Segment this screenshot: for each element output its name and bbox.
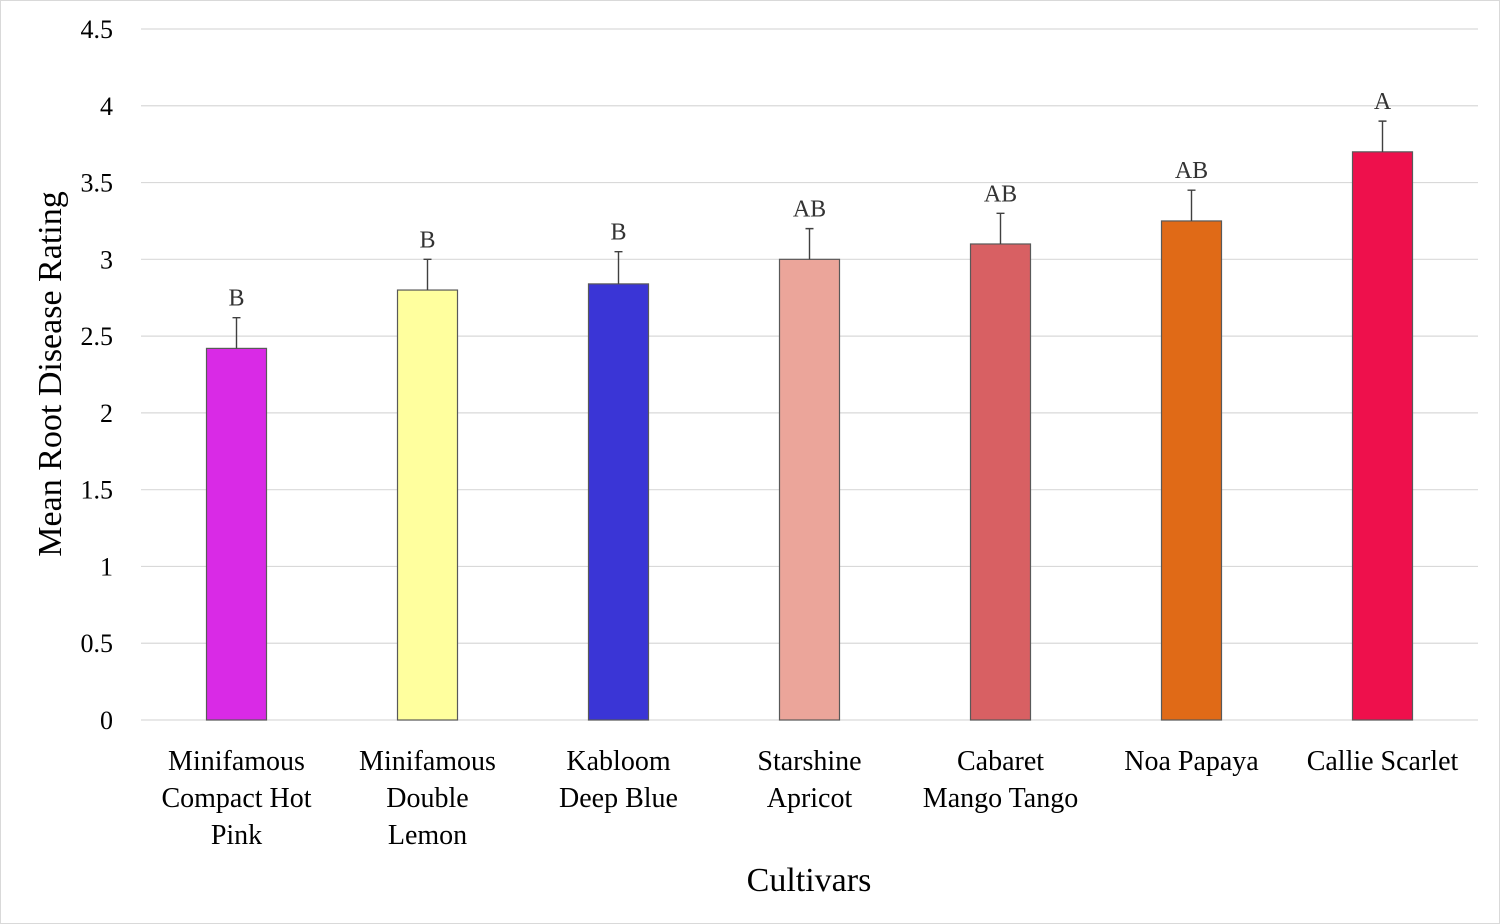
y-tick-label: 3: [100, 245, 113, 274]
y-tick-label: 0.5: [81, 629, 114, 658]
error-bar: [805, 227, 814, 260]
error-bar: [1187, 189, 1196, 221]
significance-letter: B: [610, 220, 626, 246]
x-tick-label-line: Deep Blue: [559, 783, 678, 814]
bar: [778, 258, 841, 721]
x-axis-categories: Minifamous Compact Hot Pink Minifamous Doubl…: [161, 746, 1458, 851]
x-tick-label-line: Minifamous: [359, 746, 496, 777]
significance-letter: B: [228, 286, 244, 312]
x-tick-label-line: Starshine: [757, 746, 861, 777]
x-tick-label: Minifamous Double Lemon: [359, 746, 496, 851]
error-bar: [232, 316, 241, 349]
y-tick-label: 4.5: [81, 15, 114, 44]
bar: [396, 289, 459, 721]
x-tick-label-line: Lemon: [388, 820, 467, 851]
x-tick-label: Minifamous Compact Hot Pink: [161, 746, 311, 851]
significance-letters: B B B AB AB AB A: [228, 89, 1391, 312]
bar: [587, 283, 650, 721]
y-tick-label: 2: [100, 399, 113, 428]
x-tick-label: Noa Papaya: [1124, 746, 1259, 777]
bars: [205, 151, 1414, 721]
x-tick-label-line: Callie Scarlet: [1307, 746, 1459, 777]
y-axis-ticks: 0 0.5 1 1.5 2 2.5 3 3.5 4 4.5: [81, 15, 114, 735]
y-tick-label: 0: [100, 706, 113, 735]
y-tick-label: 3.5: [81, 169, 114, 198]
bar: [205, 347, 268, 721]
bar: [1160, 220, 1223, 721]
significance-letter: AB: [793, 197, 826, 223]
x-tick-label: Callie Scarlet: [1307, 746, 1459, 777]
error-bar: [1378, 120, 1387, 152]
y-tick-label: 4: [100, 92, 113, 121]
y-tick-label: 1.5: [81, 476, 114, 505]
x-tick-label-line: Cabaret: [957, 746, 1044, 777]
x-tick-label-line: Double: [386, 783, 468, 814]
error-bar: [996, 212, 1005, 244]
x-tick-label: Kabloom Deep Blue: [559, 746, 678, 814]
y-axis-title: Mean Root Disease Rating: [32, 191, 69, 556]
significance-letter: B: [419, 227, 435, 253]
x-tick-label-line: Mango Tango: [923, 783, 1078, 814]
x-tick-label-line: Kabloom: [566, 746, 670, 777]
bar: [1351, 151, 1414, 721]
x-tick-label: Cabaret Mango Tango: [923, 746, 1078, 814]
y-tick-label: 2.5: [81, 322, 114, 351]
y-tick-label: 1: [100, 552, 113, 581]
significance-letter: AB: [1175, 158, 1208, 184]
error-bar: [423, 258, 432, 291]
significance-letter: A: [1374, 89, 1392, 115]
significance-letter: AB: [984, 181, 1017, 207]
error-bars: [232, 120, 1387, 349]
x-tick-label-line: Apricot: [767, 783, 853, 814]
x-tick-label: Starshine Apricot: [757, 746, 861, 814]
bar: [969, 243, 1032, 721]
x-tick-label-line: Minifamous: [168, 746, 305, 777]
x-tick-label-line: Pink: [211, 820, 262, 851]
x-tick-label-line: Noa Papaya: [1124, 746, 1259, 777]
error-bar: [614, 250, 623, 284]
x-tick-label-line: Compact Hot: [161, 783, 311, 814]
x-axis-title: Cultivars: [747, 862, 872, 899]
